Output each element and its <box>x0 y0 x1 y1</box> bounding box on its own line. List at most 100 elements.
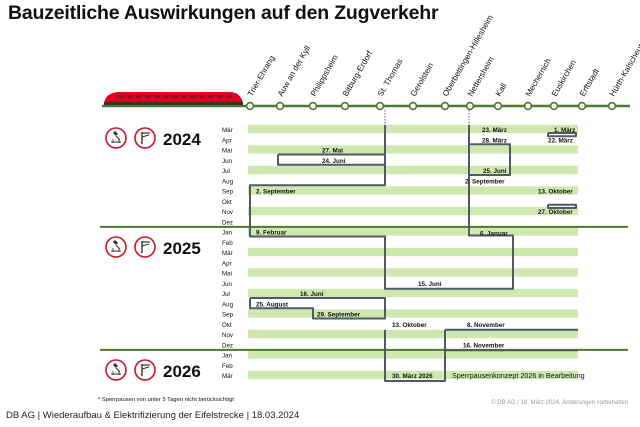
date-label: 29. September <box>317 312 361 319</box>
month-bar <box>248 206 578 216</box>
month-bar <box>248 145 578 154</box>
closure-outline <box>277 153 386 166</box>
month-bar <box>248 329 578 339</box>
month-label: Mär <box>222 250 233 257</box>
date-label: 2. September <box>465 178 505 185</box>
month-label: Mai <box>222 271 232 278</box>
station-label: Euskirchen <box>550 58 578 98</box>
station-dot <box>408 101 418 111</box>
month-label: Jan <box>222 353 233 360</box>
date-label: 27. Oktober <box>538 209 573 216</box>
month-bar <box>248 124 578 134</box>
date-label: 1. März <box>554 127 575 134</box>
month-bar <box>248 268 578 277</box>
month-label: Jul <box>222 291 230 298</box>
month-bar <box>248 247 578 257</box>
station-label: Gerolstein <box>409 61 436 98</box>
catenary-icon <box>134 359 156 381</box>
station-label: Hürth-Kalscheuren <box>608 34 640 98</box>
station-label: Erftstadt <box>578 66 601 98</box>
month-label: Mai <box>222 148 232 155</box>
month-label: Sep <box>222 312 234 319</box>
note-2026: Sperrpausenkonzept 2026 in Bearbeitung <box>452 371 585 380</box>
date-label: 6. Januar <box>480 231 508 238</box>
date-label: 22. März <box>548 137 573 144</box>
station-dot <box>465 101 475 111</box>
construction-icon <box>105 359 127 381</box>
month-bar <box>248 370 578 380</box>
station-label: Mechernich <box>524 56 553 98</box>
texts-layer: Mär Apr Mai Jun Jul Aug Sep Okt Nov Dez Jan Feb Mär A… <box>98 127 628 406</box>
date-label: 15. Juni <box>418 281 442 288</box>
bars-layer <box>248 124 578 380</box>
closure-outline <box>469 143 511 176</box>
station-label: Kall <box>494 82 509 98</box>
month-label: Jul <box>222 168 230 175</box>
date-label: 24. Juni <box>322 158 346 165</box>
catenary-icon <box>134 127 156 149</box>
station-dot <box>440 101 450 111</box>
station-dot <box>340 101 350 111</box>
date-label: 16. November <box>463 342 505 349</box>
catenary-icon <box>134 236 156 258</box>
footnote: * Sperrpausen von unter 5 Tagen nicht be… <box>98 397 234 403</box>
closure-outline <box>547 203 577 209</box>
month-label: Dez <box>222 342 233 349</box>
month-label: Feb <box>222 363 233 370</box>
date-label: 13. Oktober <box>392 322 427 329</box>
date-label: 25. Juni <box>483 168 507 175</box>
month-label: Sep <box>222 189 234 196</box>
date-label: 28. März <box>482 137 507 144</box>
month-bar <box>248 288 578 298</box>
month-label: Jan <box>222 230 233 237</box>
year-label-2024: 2024 <box>163 130 201 149</box>
month-bar <box>248 309 578 318</box>
closure-outline <box>249 125 514 290</box>
station-label: Nettersheim <box>466 55 496 98</box>
date-label: 9. Februar <box>256 230 287 237</box>
station-dot <box>607 101 617 111</box>
station-label: Bitburg-Erdorf <box>341 49 375 98</box>
month-label: Jun <box>222 281 233 288</box>
station-dot <box>245 101 255 111</box>
month-label: Mär <box>222 373 233 380</box>
station-dot <box>493 101 503 111</box>
station-dot <box>549 101 559 111</box>
month-label: Feb <box>222 240 233 247</box>
station-dot <box>577 101 587 111</box>
train-icon <box>104 92 243 105</box>
closure-outline <box>249 297 386 320</box>
station-dot <box>375 101 385 111</box>
month-bar <box>248 227 578 236</box>
closure-outline <box>384 329 446 382</box>
page-title: Bauzeitliche Auswirkungen auf den Zugver… <box>8 2 439 24</box>
copyright: © DB AG / 18. März 2024, Änderungen vorb… <box>491 399 628 406</box>
date-label: 25. August <box>256 301 289 308</box>
month-bar <box>248 186 578 195</box>
month-label: Okt <box>222 199 232 206</box>
year-label-2025: 2025 <box>163 239 201 258</box>
station-label: Trier-Ehrang <box>246 54 277 98</box>
construction-icon <box>105 236 127 258</box>
date-label: 30. März 2026 <box>392 373 433 380</box>
station-dot <box>308 101 318 111</box>
icons-layer <box>105 127 156 381</box>
date-label: 2. September <box>256 189 296 196</box>
station-label: Auw an der Kyll <box>276 44 312 98</box>
date-label: 16. Juni <box>300 291 324 298</box>
station-dot <box>523 101 533 111</box>
construction-icon <box>105 127 127 149</box>
month-label: Mär <box>222 127 233 134</box>
month-label: Okt <box>222 322 232 329</box>
date-label: 8. November <box>467 322 505 329</box>
month-label: Aug <box>222 178 234 185</box>
footer: DB AG | Wiederaufbau & Elektrifizierung … <box>6 410 300 421</box>
month-bar <box>248 165 578 175</box>
month-label: Apr <box>222 137 232 144</box>
month-label: Apr <box>222 260 232 267</box>
month-label: Dez <box>222 219 233 226</box>
date-label: 23. März <box>482 127 507 134</box>
outlines-layer <box>249 125 578 382</box>
